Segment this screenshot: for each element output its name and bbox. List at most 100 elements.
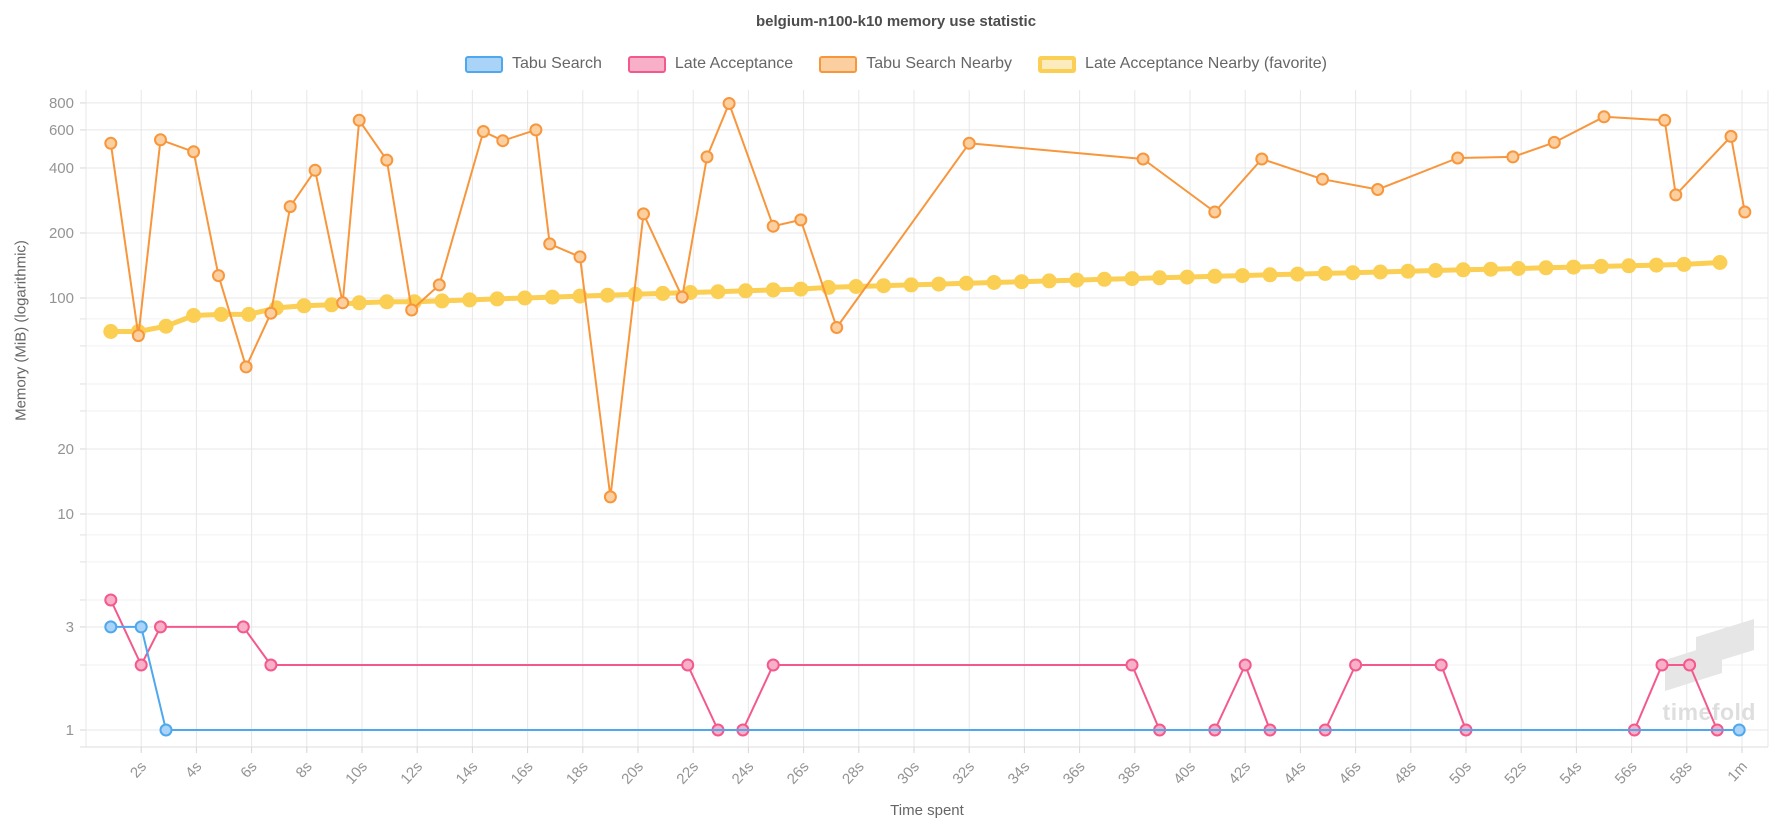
data-point xyxy=(212,269,225,283)
x-tick-label: 8s xyxy=(293,758,316,781)
svg-text:32s: 32s xyxy=(949,758,978,787)
data-point xyxy=(476,125,490,138)
svg-text:44s: 44s xyxy=(1281,758,1310,787)
x-tick-label: 38s xyxy=(1115,758,1144,787)
x-tick-label: 14s xyxy=(453,758,482,787)
data-point xyxy=(103,324,119,339)
data-point xyxy=(1125,658,1139,672)
x-tick-label: 42s xyxy=(1225,758,1254,787)
data-point xyxy=(710,284,726,300)
x-tick-label: 18s xyxy=(563,758,592,787)
data-point xyxy=(432,278,446,292)
x-tick-label: 22s xyxy=(673,758,702,787)
data-point xyxy=(134,658,148,672)
svg-text:46s: 46s xyxy=(1336,758,1365,787)
data-point xyxy=(962,136,976,150)
data-point xyxy=(958,275,974,291)
data-point xyxy=(655,285,671,301)
data-point xyxy=(766,219,780,233)
data-point xyxy=(848,279,864,294)
legend-item-tabu-search-nearby[interactable]: Tabu Search Nearby xyxy=(819,55,1012,73)
legend-label: Late Acceptance Nearby (favorite) xyxy=(1085,55,1327,72)
x-tick-label: 32s xyxy=(949,758,978,787)
svg-text:20s: 20s xyxy=(618,758,647,787)
data-point xyxy=(1316,172,1329,186)
y-tick-label: 20 xyxy=(57,441,74,458)
data-point xyxy=(1669,188,1683,202)
x-tick-label: 50s xyxy=(1446,758,1475,787)
data-point xyxy=(1345,265,1361,281)
data-point xyxy=(722,97,736,110)
svg-text:42s: 42s xyxy=(1225,758,1254,787)
data-point xyxy=(793,281,809,297)
data-point xyxy=(336,296,350,310)
x-axis-title: Time spent xyxy=(890,802,964,819)
x-tick-label: 12s xyxy=(397,758,426,787)
data-point xyxy=(766,658,780,672)
svg-text:48s: 48s xyxy=(1391,758,1420,787)
data-point xyxy=(1597,110,1611,124)
svg-text:8s: 8s xyxy=(293,758,316,781)
svg-text:34s: 34s xyxy=(1005,758,1034,787)
data-point xyxy=(154,620,167,634)
data-point xyxy=(1724,129,1738,143)
data-point xyxy=(603,490,617,504)
data-point xyxy=(830,321,844,334)
x-tick-label: 26s xyxy=(784,758,813,787)
x-tick-label: 36s xyxy=(1060,758,1089,787)
y-tick-label: 800 xyxy=(49,95,74,112)
data-point xyxy=(1234,268,1250,284)
series-layer xyxy=(103,97,1752,737)
data-point xyxy=(1683,658,1697,672)
legend: Tabu Search Late Acceptance Tabu Search Ne… xyxy=(0,55,1792,73)
data-point xyxy=(903,277,919,293)
data-point xyxy=(213,306,229,322)
y-tick-label: 100 xyxy=(49,290,74,307)
data-point xyxy=(1658,113,1672,127)
x-tick-label: 28s xyxy=(839,758,868,787)
svg-text:12s: 12s xyxy=(397,758,426,787)
svg-text:22s: 22s xyxy=(673,758,702,787)
data-point xyxy=(1262,267,1278,283)
data-point xyxy=(379,294,395,310)
series-line xyxy=(109,625,1741,731)
data-point xyxy=(1434,658,1448,672)
data-point xyxy=(544,289,560,305)
data-point xyxy=(1593,258,1609,274)
data-point xyxy=(1371,183,1385,196)
data-point xyxy=(986,275,1002,290)
watermark-flag-icon xyxy=(1696,619,1754,668)
legend-label: Tabu Search Nearby xyxy=(866,55,1013,72)
x-tick-label: 2s xyxy=(127,758,150,781)
data-point xyxy=(351,295,367,311)
chart-title: belgium-n100-k10 memory use statistic xyxy=(755,13,1037,30)
data-point xyxy=(1506,150,1520,164)
data-point xyxy=(794,213,808,227)
data-point xyxy=(186,308,202,323)
legend-item-late-acceptance-nearby-favorite[interactable]: Late Acceptance Nearby (favorite) xyxy=(1038,55,1327,73)
data-point xyxy=(296,298,312,314)
grid-layer xyxy=(80,90,1769,753)
svg-text:50s: 50s xyxy=(1446,758,1475,787)
svg-text:52s: 52s xyxy=(1501,758,1530,787)
data-point xyxy=(1014,274,1030,290)
series-tabu-search-nearby xyxy=(104,97,1752,504)
data-point xyxy=(1208,205,1222,219)
data-point xyxy=(1207,268,1223,284)
legend-label: Tabu Search xyxy=(512,55,602,72)
legend-item-tabu-search[interactable]: Tabu Search xyxy=(465,55,602,73)
svg-text:26s: 26s xyxy=(784,758,813,787)
svg-text:6s: 6s xyxy=(237,758,260,781)
data-point xyxy=(1483,261,1499,277)
data-point xyxy=(187,145,201,159)
legend-item-late-acceptance[interactable]: Late Acceptance xyxy=(627,55,793,73)
x-tick-label: 54s xyxy=(1557,758,1586,787)
svg-text:58s: 58s xyxy=(1667,758,1696,787)
x-tick-label: 52s xyxy=(1501,758,1530,787)
svg-text:28s: 28s xyxy=(839,758,868,787)
data-point xyxy=(573,250,587,264)
data-point xyxy=(154,133,167,147)
svg-text:16s: 16s xyxy=(508,758,537,787)
series-line xyxy=(108,260,1723,334)
